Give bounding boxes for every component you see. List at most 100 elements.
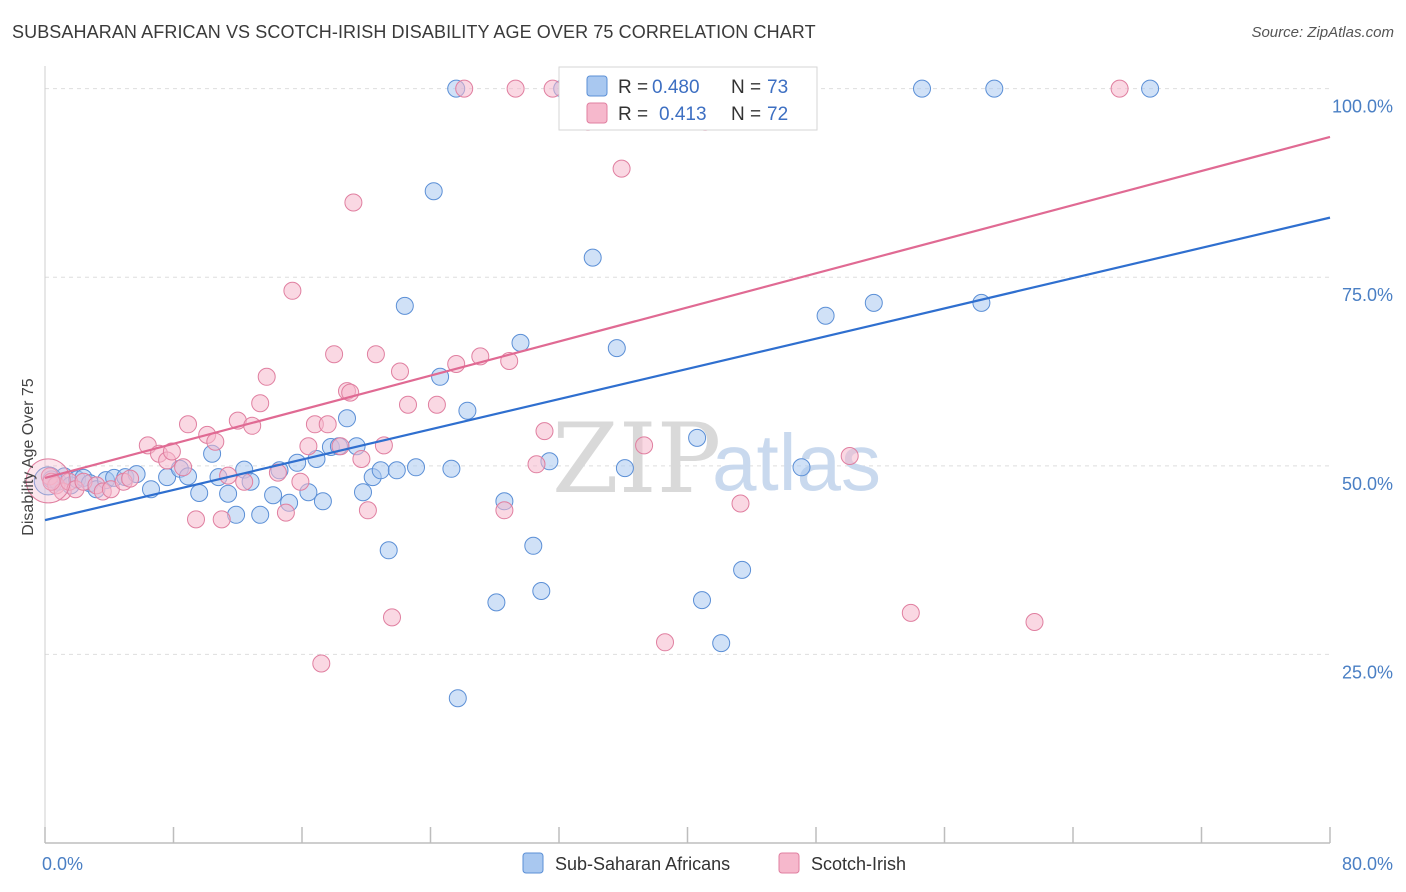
sub-saharan-point	[407, 458, 425, 477]
legend-label-scotch-irish: Scotch-Irish	[811, 854, 906, 874]
sub-saharan-point	[424, 182, 443, 201]
scotch-irish-point	[257, 367, 276, 386]
legend-swatch-blue	[586, 75, 608, 97]
scotch-irish-point	[358, 501, 377, 520]
sub-saharan-point	[615, 459, 634, 478]
sub-saharan-point	[379, 541, 398, 560]
sub-saharan-point	[511, 333, 530, 352]
scotch-irish-point	[162, 442, 181, 461]
trend-line-sub-saharan	[44, 216, 1331, 522]
legend-label-sub-saharan: Sub-Saharan Africans	[555, 854, 730, 874]
sub-saharan-point	[583, 248, 602, 267]
series-legend: Sub-Saharan Africans Scotch-Irish	[522, 852, 906, 874]
scotch-irish-point	[455, 79, 474, 98]
scotch-irish-point	[318, 415, 337, 434]
sub-saharan-point	[251, 505, 270, 524]
sub-saharan-point	[607, 339, 626, 358]
scotch-irish-point	[391, 362, 409, 381]
grid-lines	[45, 88, 1330, 655]
x-tick-labels: 0.0% 80.0%	[42, 854, 1393, 874]
legend-swatch-scotch-irish	[778, 852, 800, 874]
scotch-irish-point	[352, 450, 371, 468]
scotch-irish-point	[312, 654, 331, 673]
scotch-irish-point	[179, 415, 197, 434]
sub-saharan-point	[688, 428, 707, 447]
sub-saharan-point	[487, 593, 506, 612]
scotch-irish-point	[635, 436, 654, 455]
scotch-irish-point	[174, 458, 193, 477]
scotch-irish-point	[291, 472, 310, 491]
scotch-irish-point	[243, 416, 262, 435]
y-tick-label: 75.0%	[1342, 285, 1393, 305]
x-tick-label-max: 80.0%	[1342, 854, 1393, 874]
x-tick-label-min: 0.0%	[42, 854, 83, 874]
scotch-irish-point	[366, 345, 385, 364]
y-tick-label: 25.0%	[1342, 662, 1393, 682]
sub-saharan-point	[190, 484, 209, 502]
scotch-irish-point	[535, 422, 554, 441]
scotch-irish-point	[268, 463, 287, 482]
sub-saharan-point	[448, 689, 467, 708]
sub-saharan-point	[442, 459, 461, 478]
correlation-legend: R = 0.480 N = 73 R = 0.413 N = 72	[558, 66, 818, 131]
sub-saharan-point	[458, 401, 477, 420]
scotch-irish-point	[276, 503, 295, 522]
sub-saharan-point	[219, 484, 238, 503]
sub-saharan-point	[733, 560, 752, 579]
scotch-irish-point	[495, 501, 514, 520]
legend-swatch-pink	[586, 102, 608, 124]
source-credit: Source: ZipAtlas.com	[1251, 24, 1394, 41]
legend-n-label-1: N =	[731, 77, 761, 98]
sub-saharan-point	[816, 306, 835, 325]
scotch-irish-point	[612, 159, 631, 178]
trend-lines	[44, 135, 1331, 522]
legend-r-value-2: 0.413	[659, 104, 707, 125]
scotch-irish-point	[206, 432, 225, 451]
legend-r-value-1: 0.480	[652, 77, 700, 98]
scotch-irish-point	[283, 281, 302, 300]
legend-r-label-2: R =	[618, 104, 648, 125]
scotch-irish-point	[251, 394, 270, 413]
series-scotch-irish-points	[25, 79, 1129, 673]
y-axis-label: Disability Age Over 75	[20, 378, 37, 536]
sub-saharan-point	[387, 461, 406, 480]
sub-saharan-point	[913, 79, 931, 98]
sub-saharan-point	[395, 296, 414, 315]
y-tick-label: 50.0%	[1342, 474, 1393, 494]
scotch-irish-point	[325, 345, 344, 364]
sub-saharan-point	[354, 483, 372, 502]
scotch-irish-point	[344, 193, 363, 212]
sub-saharan-point	[532, 582, 551, 600]
sub-saharan-point	[264, 486, 283, 505]
sub-saharan-point	[985, 79, 1004, 98]
scotch-irish-point	[506, 79, 525, 98]
scotch-irish-point	[840, 447, 859, 465]
scotch-irish-point	[187, 510, 205, 529]
y-tick-label: 100.0%	[1332, 97, 1393, 117]
scotch-irish-point	[527, 455, 546, 474]
scotch-irish-point	[383, 608, 401, 627]
legend-r-label-1: R =	[618, 77, 648, 98]
legend-swatch-sub-saharan	[522, 852, 544, 874]
sub-saharan-point	[371, 461, 390, 480]
sub-saharan-point	[338, 409, 356, 428]
sub-saharan-point	[693, 591, 711, 610]
scotch-irish-point	[121, 469, 140, 488]
sub-saharan-point	[313, 492, 332, 511]
scotch-irish-point	[656, 633, 674, 652]
legend-n-value-2: 72	[767, 104, 788, 125]
scotch-irish-point	[427, 395, 446, 414]
scotch-irish-point	[731, 494, 750, 513]
scotch-irish-point	[399, 395, 417, 414]
watermark-zip: ZIP	[552, 403, 721, 515]
legend-n-value-1: 73	[767, 77, 788, 98]
scotch-irish-point	[901, 603, 920, 622]
scotch-irish-point-cluster	[25, 458, 71, 504]
scotch-irish-point	[1025, 613, 1044, 631]
sub-saharan-point	[1141, 79, 1160, 98]
sub-saharan-point	[972, 293, 991, 312]
scotch-irish-point	[212, 510, 231, 529]
sub-saharan-point	[524, 536, 543, 555]
sub-saharan-point	[712, 634, 731, 653]
